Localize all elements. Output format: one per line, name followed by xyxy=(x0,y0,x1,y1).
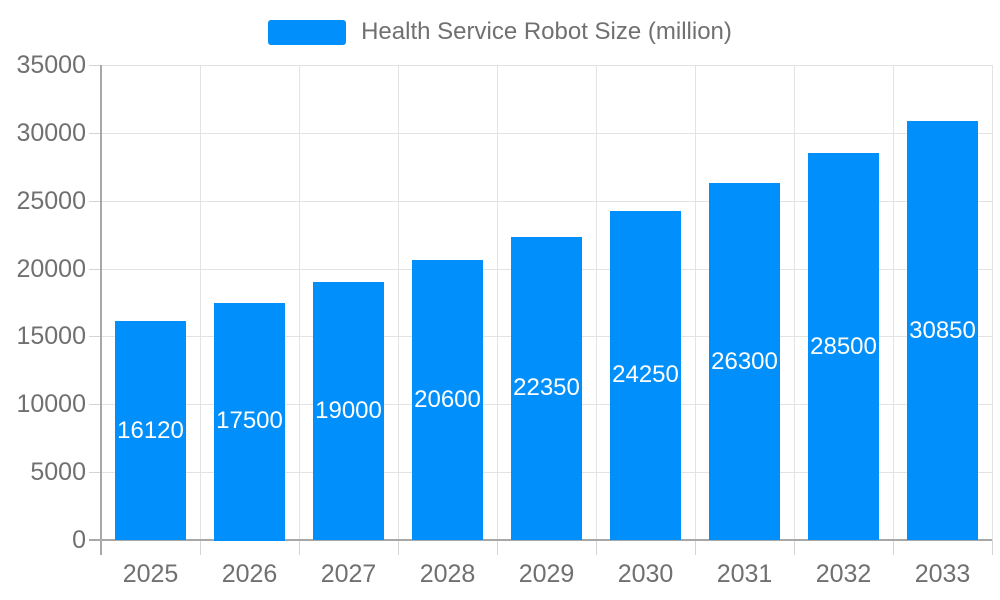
x-tick xyxy=(497,540,498,555)
y-axis-label: 10000 xyxy=(16,390,86,418)
x-gridline xyxy=(299,65,300,540)
x-axis-line xyxy=(89,539,992,541)
y-gridline xyxy=(101,201,992,202)
x-tick xyxy=(299,540,300,555)
bar[interactable] xyxy=(214,303,285,541)
x-tick xyxy=(200,540,201,555)
y-tick xyxy=(89,269,101,270)
y-axis-label: 15000 xyxy=(16,322,86,350)
x-tick xyxy=(992,540,993,555)
x-gridline xyxy=(992,65,993,540)
y-axis-label: 25000 xyxy=(16,187,86,215)
bar[interactable] xyxy=(115,321,186,540)
bar[interactable] xyxy=(313,282,384,540)
x-tick xyxy=(893,540,894,555)
bar-value-label: 26300 xyxy=(711,348,778,375)
y-axis-label: 35000 xyxy=(16,51,86,79)
y-gridline xyxy=(101,65,992,66)
y-gridline xyxy=(101,133,992,134)
bar-value-label: 24250 xyxy=(612,361,679,388)
bar[interactable] xyxy=(412,260,483,540)
x-tick xyxy=(596,540,597,555)
y-axis-label: 30000 xyxy=(16,119,86,147)
legend-swatch[interactable] xyxy=(268,19,347,45)
x-gridline xyxy=(596,65,597,540)
x-axis-label: 2032 xyxy=(815,560,872,588)
bar[interactable] xyxy=(907,121,978,540)
bar[interactable] xyxy=(808,153,879,540)
bar-value-label: 17500 xyxy=(216,407,283,434)
bar-value-label: 30850 xyxy=(909,317,976,344)
y-axis-label: 5000 xyxy=(30,458,86,486)
x-gridline xyxy=(794,65,795,540)
bar[interactable] xyxy=(610,211,681,540)
x-axis-label: 2027 xyxy=(320,560,377,588)
bar-value-label: 28500 xyxy=(810,333,877,360)
y-axis-line xyxy=(100,65,102,555)
bar-value-label: 20600 xyxy=(414,386,481,413)
y-tick xyxy=(89,201,101,202)
x-axis-label: 2028 xyxy=(419,560,476,588)
x-tick xyxy=(398,540,399,555)
x-axis-label: 2025 xyxy=(122,560,179,588)
x-gridline xyxy=(695,65,696,540)
x-axis-label: 2033 xyxy=(914,560,971,588)
bar[interactable] xyxy=(511,237,582,540)
bar-value-label: 16120 xyxy=(117,417,184,444)
y-axis-label: 20000 xyxy=(16,255,86,283)
x-tick xyxy=(695,540,696,555)
legend-label[interactable]: Health Service Robot Size (million) xyxy=(361,18,732,45)
bar[interactable] xyxy=(709,183,780,540)
y-tick xyxy=(89,65,101,66)
x-gridline xyxy=(200,65,201,540)
y-tick xyxy=(89,472,101,473)
x-axis-label: 2026 xyxy=(221,560,278,588)
y-axis-label: 0 xyxy=(72,526,86,554)
x-gridline xyxy=(893,65,894,540)
x-axis-label: 2029 xyxy=(518,560,575,588)
bar-value-label: 19000 xyxy=(315,397,382,424)
legend[interactable]: Health Service Robot Size (million) xyxy=(0,18,1000,46)
x-gridline xyxy=(398,65,399,540)
x-axis-label: 2030 xyxy=(617,560,674,588)
bar-value-label: 22350 xyxy=(513,374,580,401)
x-axis-label: 2031 xyxy=(716,560,773,588)
x-gridline xyxy=(497,65,498,540)
y-tick xyxy=(89,336,101,337)
x-tick xyxy=(794,540,795,555)
y-tick xyxy=(89,133,101,134)
y-tick xyxy=(89,404,101,405)
